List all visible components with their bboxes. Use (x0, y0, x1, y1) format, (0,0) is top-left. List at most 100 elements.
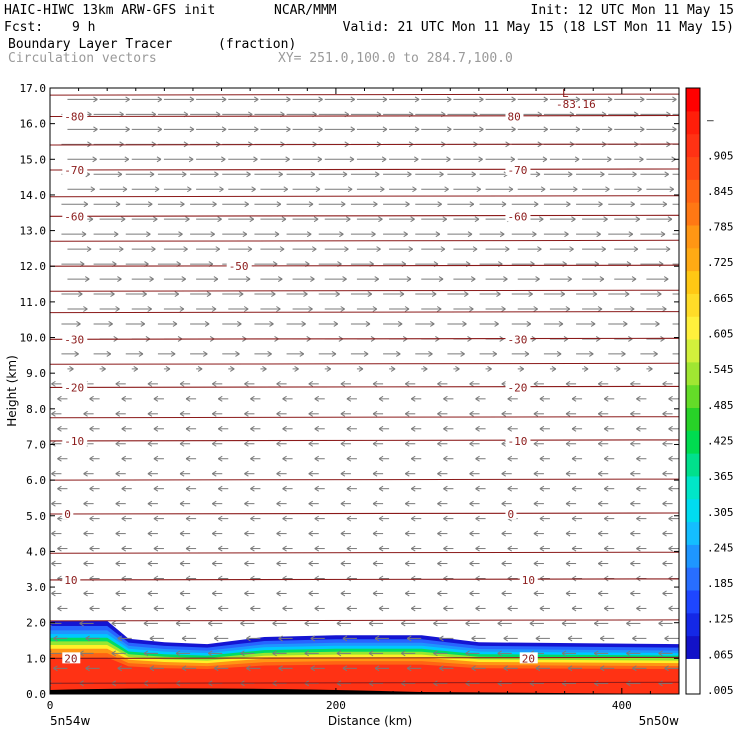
vector-arrow (93, 231, 119, 238)
vector-arrow (211, 500, 223, 507)
vector-head (437, 530, 442, 535)
vector-head (147, 560, 153, 564)
vector-arrow (356, 276, 379, 282)
vector-head (410, 515, 416, 520)
vector-head (285, 158, 290, 163)
vector-head (537, 111, 543, 115)
colorbar-label: .005 (707, 684, 734, 697)
vector-head (213, 276, 219, 280)
vector-head (561, 650, 567, 654)
vector-head (133, 365, 139, 370)
vector-head (583, 365, 589, 370)
vector-head (469, 443, 474, 447)
vector-arrow (549, 306, 571, 312)
vector-arrow (640, 231, 666, 238)
colorbar-cell (686, 88, 700, 112)
vector-arrow (213, 665, 229, 672)
vector-head (401, 261, 407, 265)
vector-head (121, 548, 127, 552)
vector-head (406, 276, 412, 280)
vector-head (213, 635, 219, 639)
vector-head (443, 515, 448, 520)
vector-head (539, 428, 545, 432)
vector-head (272, 652, 277, 657)
vector-head (276, 413, 281, 417)
vector-head (705, 99, 709, 102)
vector-head (294, 368, 299, 372)
vector-head (410, 218, 415, 223)
vector-head (662, 201, 668, 205)
vector-head (212, 201, 217, 205)
vector-head (347, 186, 353, 190)
vector-head (156, 156, 162, 160)
vector-arrow (549, 216, 576, 223)
vector-head (249, 216, 255, 220)
vector-head (623, 323, 628, 327)
vector-head (245, 278, 251, 282)
vector-arrow (535, 635, 550, 642)
colorbar: .005.065.125.185.245.305.365.425.485.545… (685, 87, 734, 697)
vector-head (653, 353, 658, 357)
vector-head (599, 637, 605, 642)
vector-head (605, 188, 610, 193)
vector-arrow (217, 485, 229, 492)
vector-arrow (179, 380, 191, 387)
vector-head (565, 443, 571, 447)
contour-label-bg (62, 110, 88, 122)
y-tick-label: 13.0 (20, 225, 47, 238)
vector-head (378, 548, 384, 552)
vector-head (630, 590, 635, 594)
vector-arrow (447, 321, 467, 327)
vector-head (378, 395, 384, 400)
colorbar-label: .245 (707, 541, 734, 554)
vector-head (153, 425, 159, 430)
vector-head (533, 473, 539, 477)
vector-head (639, 156, 644, 160)
vector-head (597, 533, 603, 537)
vector-head (243, 308, 249, 312)
vector-head (597, 308, 603, 312)
vector-arrow (646, 246, 671, 253)
vector-arrow (185, 515, 197, 522)
vector-head (213, 637, 219, 642)
vector-head (83, 203, 89, 208)
vector-head (53, 665, 58, 669)
vector-head (501, 503, 507, 507)
vector-arrow (404, 500, 416, 507)
vector-head (303, 291, 308, 295)
vector-arrow (89, 605, 100, 612)
vector-head (396, 353, 401, 357)
vector-head (119, 141, 124, 145)
vector-arrow (400, 620, 416, 627)
vector-head (276, 380, 281, 385)
vector-arrow (190, 231, 215, 238)
vector-head (51, 380, 56, 385)
vector-head (314, 398, 320, 402)
vector-arrow (153, 485, 164, 492)
vector-head (474, 216, 480, 220)
vector-head (240, 622, 245, 627)
vector-head (149, 173, 155, 178)
vector-head (358, 365, 364, 370)
contour-label: -30 (64, 333, 84, 346)
vector-arrow (260, 126, 291, 133)
vector-head (346, 515, 352, 520)
vector-head (410, 398, 416, 402)
vector-head (83, 201, 89, 205)
vector-head (106, 351, 112, 355)
vector-head (312, 141, 317, 145)
temperature-contour-line (50, 439, 679, 442)
vector-arrow (439, 665, 454, 672)
y-tick-label: 11.0 (20, 296, 47, 309)
vector-head (125, 128, 130, 133)
vector-arrow (549, 276, 572, 282)
vector-head (286, 126, 291, 130)
vector-head (658, 622, 663, 627)
vector-head (85, 173, 90, 178)
vector-head (669, 186, 675, 190)
vector-head (217, 605, 223, 609)
vector-arrow (465, 650, 480, 657)
vector-arrow (51, 560, 62, 567)
vector-head (533, 530, 539, 535)
plot-area: -80 80-70 -70-60 -60-50-30 -30-20 -20-10 -100 0… (50, 93, 709, 694)
